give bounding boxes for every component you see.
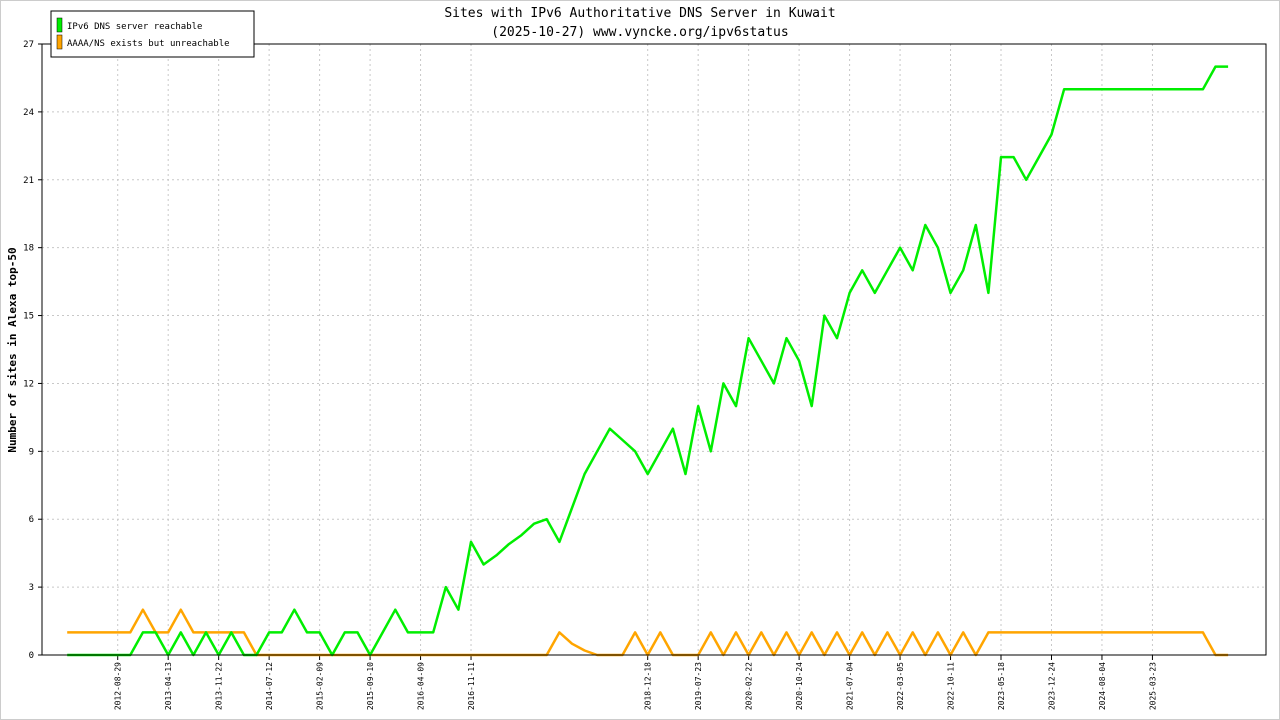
y-tick-label: 12 <box>23 379 34 389</box>
y-tick-label: 9 <box>29 447 34 457</box>
x-tick-label: 2013-11-22 <box>215 662 224 710</box>
x-tick-label: 2016-04-09 <box>417 662 426 710</box>
x-tick-label: 2024-08-04 <box>1098 662 1107 710</box>
x-tick-label: 2014-07-12 <box>265 662 274 710</box>
y-tick-label: 24 <box>23 108 34 118</box>
y-axis-label: Number of sites in Alexa top-50 <box>6 247 19 452</box>
x-tick-label: 2021-07-04 <box>846 662 855 710</box>
x-tick-label: 2022-10-11 <box>947 662 956 710</box>
x-tick-label: 2022-03-05 <box>896 662 905 710</box>
x-tick-label: 2016-11-11 <box>467 662 476 710</box>
x-tick-label: 2023-12-24 <box>1047 662 1056 710</box>
x-tick-label: 2025-03-23 <box>1148 662 1157 710</box>
plot-frame <box>41 43 1267 656</box>
y-tick-label: 21 <box>23 176 34 186</box>
y-tick-label: 3 <box>29 583 34 593</box>
x-tick-label: 2013-04-13 <box>164 662 173 710</box>
chart-subtitle: (2025-10-27) www.vyncke.org/ipv6status <box>491 25 788 40</box>
legend-label: AAAA/NS exists but unreachable <box>67 39 230 49</box>
y-tick-label: 6 <box>29 515 34 525</box>
x-tick-label: 2020-10-24 <box>795 662 804 710</box>
x-tick-label: 2012-08-29 <box>114 662 123 710</box>
chart-title: Sites with IPv6 Authoritative DNS Server… <box>444 6 835 21</box>
legend: IPv6 DNS server reachable AAAA/NS exists … <box>50 10 255 58</box>
x-tick-label: 2015-09-10 <box>366 662 375 710</box>
x-tick-label: 2015-02-09 <box>316 662 325 710</box>
data-line <box>67 65 1229 657</box>
x-tick-label: 2018-12-18 <box>644 662 653 710</box>
y-tick-label: 27 <box>23 40 34 50</box>
x-tick-label: 2023-05-18 <box>997 662 1006 710</box>
y-tick-label: 15 <box>23 312 34 322</box>
x-tick-label: 2020-02-22 <box>745 662 754 710</box>
legend-swatch <box>56 34 63 50</box>
y-tick-label: 0 <box>29 651 34 661</box>
y-tick-label: 18 <box>23 244 34 254</box>
legend-swatch <box>56 17 63 33</box>
x-tick-label: 2019-07-23 <box>694 662 703 710</box>
legend-box <box>50 10 255 58</box>
legend-label: IPv6 DNS server reachable <box>67 22 202 32</box>
